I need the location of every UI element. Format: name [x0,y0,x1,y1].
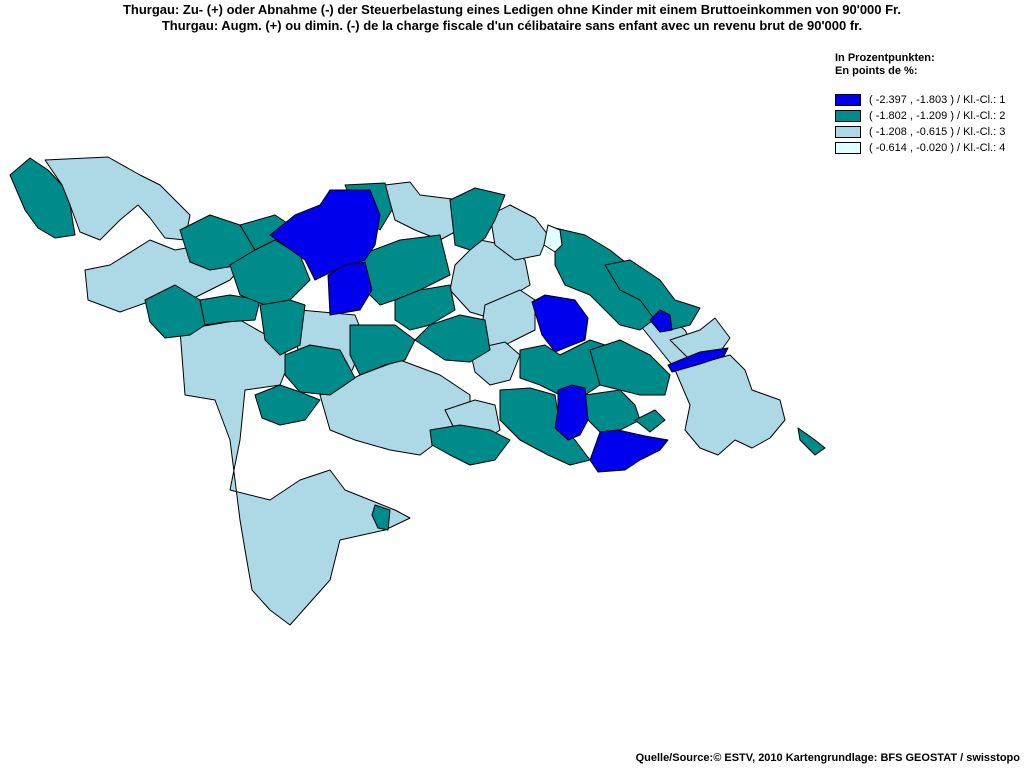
municipality-region [649,309,673,333]
legend-swatch [835,94,861,106]
municipality-region [394,284,456,331]
legend-swatch [835,110,861,122]
map-legend: In Prozentpunkten: En points de %: ( -2.… [835,52,1024,156]
municipality-region [414,314,491,363]
legend-item-class-3: ( -1.208 , -0.615 ) / Kl.-Cl.: 3 [835,124,1024,140]
municipality-region [284,344,356,396]
legend-swatch [835,142,861,154]
municipality-region [371,504,391,531]
municipality-region [254,384,321,426]
source-credit: Quelle/Source:© ESTV, 2010 Kartengrundla… [635,752,1020,764]
municipality-region [327,261,373,316]
legend-item-class-2: ( -1.802 , -1.209 ) / Kl.-Cl.: 2 [835,108,1024,124]
municipality-region [229,239,311,306]
municipality-region [797,427,826,456]
municipality-region [589,429,669,473]
legend-swatch [835,126,861,138]
municipality-region [349,324,416,376]
municipality-region [144,284,206,339]
municipality-region [259,299,306,356]
legend-item-class-1: ( -2.397 , -1.803 ) / Kl.-Cl.: 1 [835,92,1024,108]
municipality-region [543,224,563,253]
municipality-region [667,347,729,373]
legend-label: ( -0.614 , -0.020 ) / Kl.-Cl.: 4 [869,142,1006,154]
municipality-region [554,227,661,331]
municipality-region [604,259,701,331]
municipality-region [674,354,786,456]
legend-item-class-4: ( -0.614 , -0.020 ) / Kl.-Cl.: 4 [835,140,1024,156]
municipality-region [429,424,511,466]
municipality-region [584,389,641,433]
municipality-region [589,339,671,396]
legend-label: ( -1.802 , -1.209 ) / Kl.-Cl.: 2 [869,110,1006,122]
legend-label: ( -2.397 , -1.803 ) / Kl.-Cl.: 1 [869,94,1006,106]
legend-unit-de: In Prozentpunkten: [835,52,935,64]
municipality-region [44,156,191,241]
legend-unit-fr: En points de %: [835,65,918,77]
municipality-region [634,409,666,433]
municipality-region [179,319,411,626]
map-title-de: Thurgau: Zu- (+) oder Abnahme (-) der St… [122,2,902,17]
municipality-region [199,294,261,326]
municipality-region [531,294,589,353]
municipality-region [9,157,76,239]
municipality-region [269,189,381,281]
legend-label: ( -1.208 , -0.615 ) / Kl.-Cl.: 3 [869,126,1006,138]
municipality-region [554,384,589,441]
municipality-region [384,181,463,241]
map-title-fr: Thurgau: Augm. (+) ou dimin. (-) de la c… [161,18,863,33]
municipality-region [449,187,506,251]
